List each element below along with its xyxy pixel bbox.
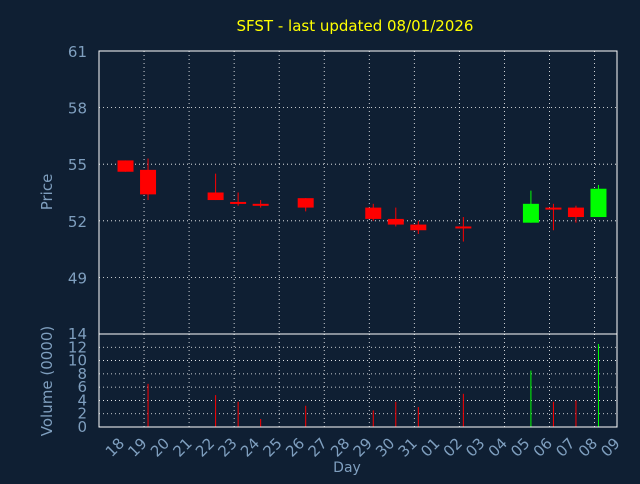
- x-axis-label: Day: [333, 460, 361, 476]
- price-tick-label: 52: [68, 213, 87, 231]
- volume-tick-label: 2: [77, 405, 87, 423]
- price-y-ticks: 49 52 55 58 61: [68, 43, 87, 287]
- price-panel-frame: [98, 50, 618, 335]
- candles-layer: [117, 158, 607, 242]
- candle-body: [207, 192, 224, 201]
- volume-axis-label: Volume (0000): [38, 326, 56, 436]
- x-axis-ticks: 1819202122232425262728293031010203040506…: [102, 434, 624, 460]
- chart-title: SFST - last updated 08/01/2026: [237, 17, 474, 35]
- candle-body: [387, 218, 404, 225]
- price-tick-label: 58: [68, 100, 87, 118]
- volume-grid: [99, 334, 617, 427]
- candle-body: [545, 207, 562, 210]
- candle-body: [522, 203, 539, 223]
- candle-body: [230, 201, 247, 204]
- price-tick-label: 61: [68, 43, 87, 61]
- candle-body: [455, 226, 472, 229]
- price-tick-label: 55: [68, 156, 87, 174]
- volume-tick-label: 14: [68, 325, 87, 343]
- volume-panel-frame: [98, 333, 618, 428]
- volume-tick-label: 6: [77, 378, 87, 396]
- price-tick-label: 49: [68, 269, 87, 287]
- candle-body: [567, 207, 584, 218]
- candle-body: [117, 160, 134, 172]
- candle-body: [365, 207, 382, 219]
- volume-bars-layer: [147, 343, 599, 427]
- volume-tick-label: 10: [68, 352, 87, 370]
- volume-tick-label: 0: [77, 418, 87, 436]
- price-axis-label: Price: [38, 174, 56, 211]
- candle-body: [252, 203, 269, 206]
- volume-tick-label: 4: [77, 391, 87, 409]
- volume-tick-label: 8: [77, 365, 87, 383]
- candle-body: [297, 198, 314, 208]
- volume-tick-label: 12: [68, 338, 87, 356]
- price-grid: [99, 51, 617, 334]
- candle-body: [410, 224, 427, 231]
- x-tick-label: 09: [597, 434, 623, 460]
- candle-body: [590, 188, 607, 218]
- candle-body: [140, 169, 157, 195]
